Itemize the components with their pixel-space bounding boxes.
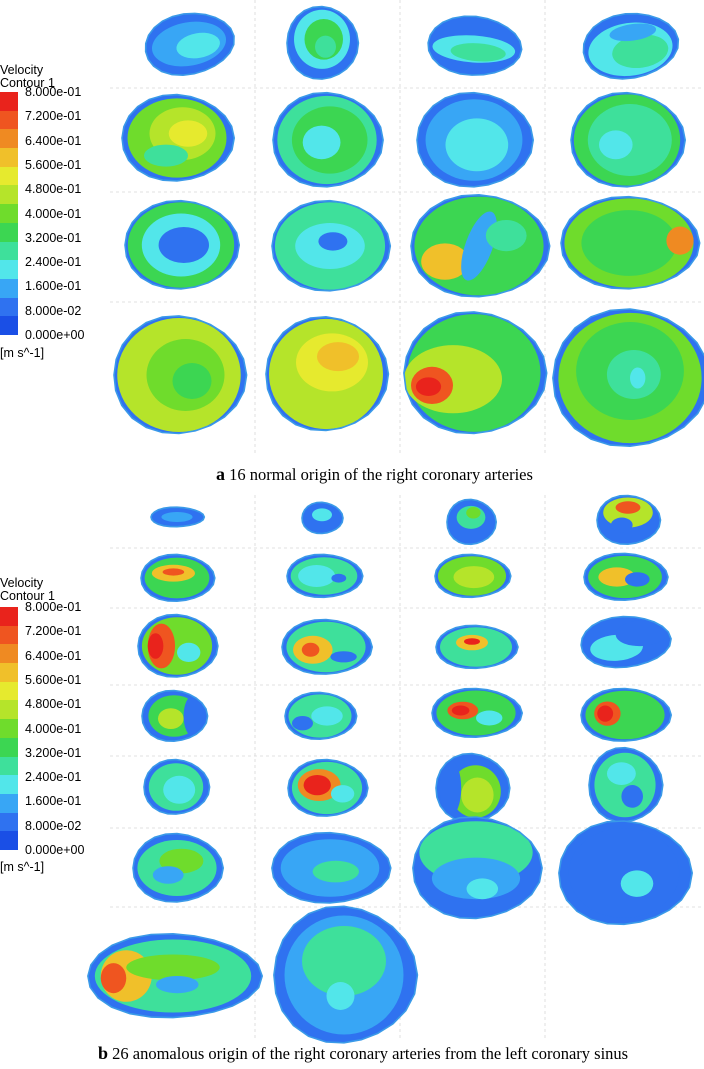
velocity-section [410,193,551,298]
legend-b-tick: 5.600e-01 [25,672,82,687]
legend-b: Velocity Contour 1 8.000e-01 7.200e-01 6.4… [0,576,84,874]
legend-b-colorbar [0,607,18,850]
legend-b-tick: 6.400e-01 [25,648,82,663]
legend-a-subtitle: Contour 1 [0,76,55,90]
velocity-section [435,624,519,670]
velocity-section [271,831,392,904]
legend-a-tick: 2.400e-01 [25,255,82,270]
caption-b-letter: b [98,1043,109,1063]
velocity-section [596,494,662,546]
legend-a-tick: 7.200e-01 [25,109,82,124]
caption-b-text: 26 anomalous origin of the right coronar… [108,1044,629,1063]
legend-b-unit: [m s^-1] [0,860,45,874]
velocity-section [113,315,248,435]
velocity-section [286,553,364,599]
velocity-section [558,820,694,926]
velocity-section [143,758,211,815]
legend-a-tick: 4.000e-01 [25,206,82,221]
legend-a-colorbar [0,92,18,335]
velocity-section [446,498,498,546]
velocity-section [150,506,206,528]
legend-b-tick: 3.200e-01 [25,745,82,760]
velocity-section [87,932,264,1019]
legend-b-tick: 4.000e-01 [25,721,82,736]
legend-a-tick: 8.000e-01 [25,85,82,99]
velocity-section [140,6,240,82]
velocity-section [121,93,236,182]
velocity-section [137,613,219,678]
legend-a-tick: 1.600e-01 [25,279,82,294]
legend-a-tick: 6.400e-01 [25,133,82,148]
velocity-section [140,553,216,603]
velocity-section [265,315,390,432]
velocity-section [272,91,384,188]
velocity-section [273,905,419,1044]
legend-a-tick: 0.000e+00 [25,328,85,342]
velocity-section [403,311,548,435]
velocity-section [579,613,673,671]
velocity-section [271,199,392,292]
caption-a-text: 16 normal origin of the right coronary a… [225,465,533,484]
velocity-section [281,618,374,675]
velocity-section [124,199,241,290]
velocity-section [560,195,701,290]
legend-a: Velocity Contour 1 8.000e-01 7.200e-01 6.4… [0,63,84,360]
legend-b-tick: 8.000e-01 [25,600,82,614]
legend-a-tick: 8.000e-02 [25,303,82,318]
velocity-section [132,832,225,903]
legend-b-tick: 0.000e+00 [25,843,85,857]
caption-a-letter: a [216,464,225,484]
velocity-section [570,91,687,188]
velocity-section [552,308,704,448]
velocity-section [434,553,512,599]
velocity-section [286,5,360,80]
velocity-section [578,7,683,85]
legend-a-tick: 5.600e-01 [25,157,82,172]
velocity-section [435,752,511,823]
legend-a-unit: [m s^-1] [0,346,45,360]
velocity-section [301,501,344,535]
velocity-section [583,552,669,602]
legend-b-subtitle: Contour 1 [0,589,55,603]
velocity-section [141,689,209,743]
velocity-section [412,816,543,920]
legend-a-tick: 4.800e-01 [25,182,82,197]
legend-a-title: Velocity [0,63,44,77]
velocity-section [284,691,358,741]
velocity-section [431,687,524,739]
velocity-section [416,91,535,188]
legend-b-title: Velocity [0,576,44,590]
velocity-section [588,746,664,823]
legend-a-tick: 3.200e-01 [25,230,82,245]
velocity-section [287,758,369,817]
velocity-section [580,687,673,742]
legend-b-tick: 7.200e-01 [25,624,82,639]
velocity-section [426,13,524,79]
caption-a: a 16 normal origin of the right coronary… [216,464,533,485]
legend-b-tick: 4.800e-01 [25,697,82,712]
legend-b-tick: 8.000e-02 [25,818,82,833]
caption-b: b 26 anomalous origin of the right coron… [98,1043,628,1064]
legend-b-tick: 1.600e-01 [25,794,82,809]
legend-b-tick: 2.400e-01 [25,770,82,785]
